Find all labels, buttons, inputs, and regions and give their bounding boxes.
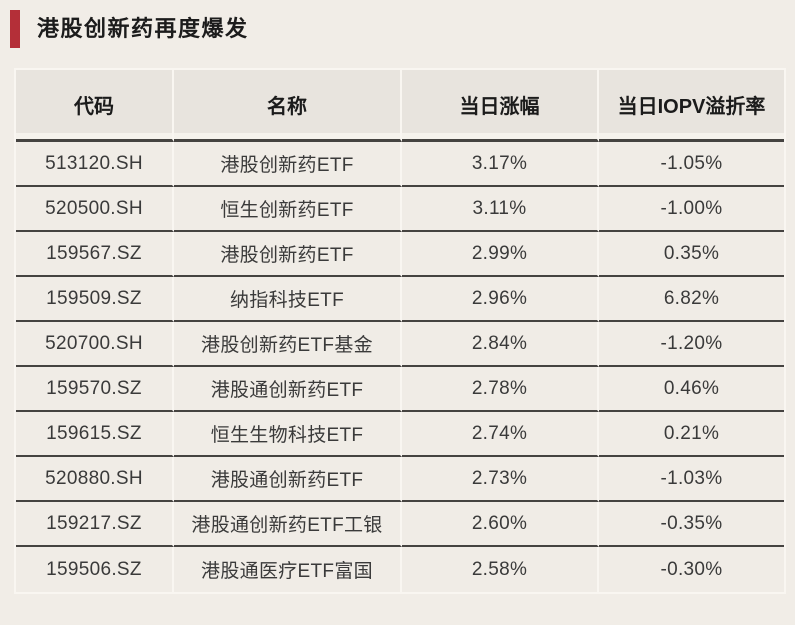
cell-name: 港股创新药ETF基金	[174, 322, 402, 367]
cell-change: 2.78%	[402, 367, 599, 412]
cell-change: 2.84%	[402, 322, 599, 367]
cell-iopv: 0.21%	[599, 412, 784, 457]
cell-change: 2.99%	[402, 232, 599, 277]
etf-table: 代码 名称 当日涨幅 当日IOPV溢折率 513120.SH 港股创新药ETF 3.…	[14, 68, 786, 594]
cell-code: 159615.SZ	[16, 412, 174, 457]
cell-iopv: 0.46%	[599, 367, 784, 412]
table-body: 513120.SH 港股创新药ETF 3.17% -1.05% 520500.SH 恒生创…	[16, 142, 784, 592]
cell-iopv: -0.30%	[599, 547, 784, 592]
cell-name: 港股通创新药ETF	[174, 367, 402, 412]
cell-iopv: 6.82%	[599, 277, 784, 322]
cell-code: 159506.SZ	[16, 547, 174, 592]
cell-name: 港股通创新药ETF工银	[174, 502, 402, 547]
cell-change: 2.73%	[402, 457, 599, 502]
cell-change: 2.60%	[402, 502, 599, 547]
table-row: 159217.SZ 港股通创新药ETF工银 2.60% -0.35%	[16, 502, 784, 547]
cell-change: 3.17%	[402, 142, 599, 187]
cell-code: 159567.SZ	[16, 232, 174, 277]
cell-name: 恒生创新药ETF	[174, 187, 402, 232]
cell-code: 520700.SH	[16, 322, 174, 367]
table-row: 513120.SH 港股创新药ETF 3.17% -1.05%	[16, 142, 784, 187]
table-row: 159570.SZ 港股通创新药ETF 2.78% 0.46%	[16, 367, 784, 412]
column-header-change: 当日涨幅	[402, 70, 599, 142]
article-heading: 港股创新药再度爆发	[10, 9, 249, 49]
table-header-row: 代码 名称 当日涨幅 当日IOPV溢折率	[16, 70, 784, 142]
cell-change: 2.74%	[402, 412, 599, 457]
cell-iopv: 0.35%	[599, 232, 784, 277]
cell-change: 2.96%	[402, 277, 599, 322]
table-row: 159509.SZ 纳指科技ETF 2.96% 6.82%	[16, 277, 784, 322]
cell-code: 159509.SZ	[16, 277, 174, 322]
column-header-code: 代码	[16, 70, 174, 142]
column-header-name: 名称	[174, 70, 402, 142]
cell-iopv: -1.03%	[599, 457, 784, 502]
cell-iopv: -1.05%	[599, 142, 784, 187]
cell-iopv: -1.00%	[599, 187, 784, 232]
cell-change: 3.11%	[402, 187, 599, 232]
table-row: 159506.SZ 港股通医疗ETF富国 2.58% -0.30%	[16, 547, 784, 592]
cell-change: 2.58%	[402, 547, 599, 592]
cell-code: 520500.SH	[16, 187, 174, 232]
cell-name: 港股通创新药ETF	[174, 457, 402, 502]
column-header-iopv: 当日IOPV溢折率	[599, 70, 784, 142]
table-row: 520880.SH 港股通创新药ETF 2.73% -1.03%	[16, 457, 784, 502]
cell-name: 港股创新药ETF	[174, 142, 402, 187]
table-row: 159615.SZ 恒生生物科技ETF 2.74% 0.21%	[16, 412, 784, 457]
cell-iopv: -1.20%	[599, 322, 784, 367]
table-row: 159567.SZ 港股创新药ETF 2.99% 0.35%	[16, 232, 784, 277]
title-accent-bar	[10, 10, 20, 48]
cell-name: 纳指科技ETF	[174, 277, 402, 322]
cell-code: 513120.SH	[16, 142, 174, 187]
cell-code: 159217.SZ	[16, 502, 174, 547]
table-row: 520700.SH 港股创新药ETF基金 2.84% -1.20%	[16, 322, 784, 367]
page-title: 港股创新药再度爆发	[37, 16, 249, 41]
table-header: 代码 名称 当日涨幅 当日IOPV溢折率	[16, 70, 784, 142]
cell-code: 520880.SH	[16, 457, 174, 502]
cell-name: 恒生生物科技ETF	[174, 412, 402, 457]
cell-code: 159570.SZ	[16, 367, 174, 412]
cell-name: 港股通医疗ETF富国	[174, 547, 402, 592]
cell-iopv: -0.35%	[599, 502, 784, 547]
table-row: 520500.SH 恒生创新药ETF 3.11% -1.00%	[16, 187, 784, 232]
cell-name: 港股创新药ETF	[174, 232, 402, 277]
